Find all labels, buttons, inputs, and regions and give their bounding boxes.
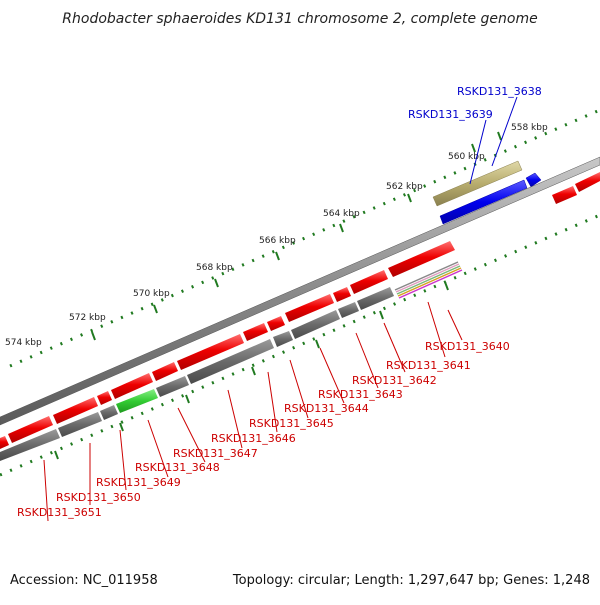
major-tick (407, 193, 412, 203)
major-tick (339, 223, 344, 233)
gene-labels: RSKD131_3638 RSKD131_3639 RSKD131_3640 R… (17, 85, 542, 519)
forward-feature[interactable] (97, 391, 112, 405)
forward-feature[interactable] (285, 294, 334, 322)
gene-label[interactable]: RSKD131_3640 (425, 340, 510, 353)
olive-feature[interactable] (432, 160, 523, 207)
tick-label: 572 kbp (69, 313, 106, 323)
forward-feature[interactable] (0, 436, 9, 449)
gene-label[interactable]: RSKD131_3643 (318, 388, 403, 401)
forward-feature[interactable] (350, 270, 388, 294)
tick-labels: 558 kbp 560 kbp 562 kbp 564 kbp 566 kbp … (5, 123, 548, 348)
gene-label[interactable]: RSKD131_3638 (457, 85, 542, 98)
gene-label[interactable]: RSKD131_3647 (173, 447, 258, 460)
gene-label[interactable]: RSKD131_3641 (386, 359, 471, 372)
reverse-feature[interactable] (156, 376, 189, 397)
major-tick (497, 131, 502, 141)
gene-label[interactable]: RSKD131_3645 (249, 417, 334, 430)
gene-label[interactable]: RSKD131_3648 (135, 461, 220, 474)
forward-feature[interactable] (111, 373, 153, 399)
tick-label: 574 kbp (5, 338, 42, 348)
gene-label[interactable]: RSKD131_3650 (56, 491, 141, 504)
tick-label: 560 kbp (448, 152, 485, 162)
forward-feature[interactable] (388, 241, 455, 277)
reverse-feature[interactable] (338, 302, 359, 318)
genome-backbone (0, 156, 600, 426)
reverse-feature[interactable] (0, 429, 60, 461)
forward-feature[interactable] (552, 186, 577, 204)
gene-label[interactable]: RSKD131_3649 (96, 476, 181, 489)
gene-label[interactable]: RSKD131_3651 (17, 506, 102, 519)
reverse-feature[interactable] (100, 405, 118, 420)
accession-text: Accession: NC_011958 (10, 573, 158, 588)
outer-tick-ring (9, 108, 600, 368)
topology-text: Topology: circular; Length: 1,297,647 bp… (232, 573, 590, 588)
callout-lines (43, 96, 518, 522)
forward-feature[interactable] (267, 316, 285, 331)
forward-feature[interactable] (333, 287, 351, 302)
reverse-feature[interactable] (187, 339, 274, 384)
gene-label[interactable]: RSKD131_3642 (352, 374, 437, 387)
forward-feature[interactable] (575, 172, 600, 192)
major-tick (214, 278, 219, 288)
reverse-feature[interactable] (58, 412, 102, 437)
forward-feature[interactable] (53, 397, 98, 424)
forward-feature[interactable] (243, 323, 268, 341)
major-tick (275, 251, 280, 261)
major-tick (471, 143, 476, 153)
reverse-feature[interactable] (357, 287, 394, 310)
tick-label: 562 kbp (386, 182, 423, 192)
reverse-strand (0, 287, 394, 461)
gene-label[interactable]: RSKD131_3644 (284, 402, 369, 415)
inner-tick-ring (0, 213, 600, 477)
tick-label: 566 kbp (259, 236, 296, 246)
gene-label[interactable]: RSKD131_3646 (211, 432, 296, 445)
tick-label: 564 kbp (323, 209, 360, 219)
major-tick (153, 304, 158, 314)
blue-feature-3639[interactable] (439, 179, 528, 225)
highlight-green-feature[interactable] (116, 389, 158, 413)
blue-feature-3638[interactable] (525, 172, 542, 188)
map-title: Rhodobacter sphaeroides KD131 chromosome… (62, 11, 537, 27)
forward-feature[interactable] (152, 362, 178, 381)
major-tick (91, 331, 96, 341)
tick-label: 558 kbp (511, 123, 548, 133)
forward-feature[interactable] (177, 334, 244, 370)
gene-label[interactable]: RSKD131_3639 (408, 108, 493, 121)
reverse-feature[interactable] (273, 331, 293, 347)
tick-label: 568 kbp (196, 263, 233, 273)
forward-strand (0, 241, 455, 449)
reverse-feature[interactable] (291, 310, 340, 339)
tick-label: 570 kbp (133, 289, 170, 299)
forward-feature[interactable] (8, 416, 53, 443)
colored-bands (394, 261, 463, 299)
